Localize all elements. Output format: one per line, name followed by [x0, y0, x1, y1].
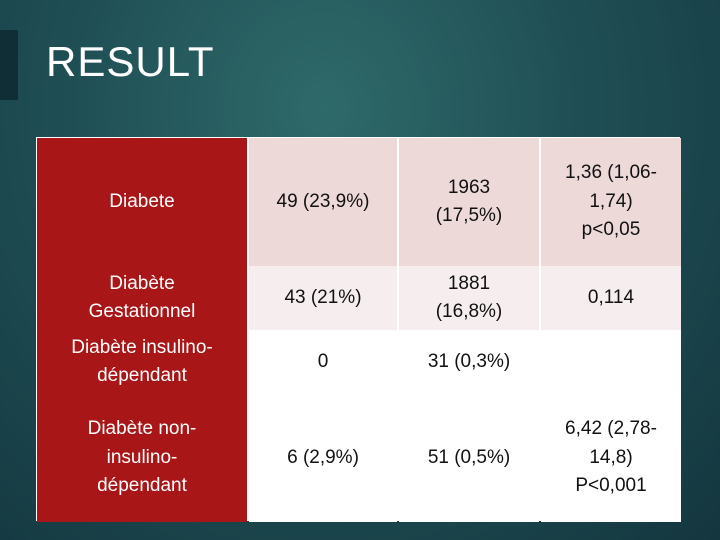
cell-insulinodependant-col4 — [541, 330, 681, 394]
cell-non-insulinodependant-col3: 51 (0,5%) — [399, 394, 539, 522]
cell-diabete-col4: 1,36 (1,06- 1,74) p<0,05 — [541, 138, 681, 266]
cell-text: 1,36 (1,06- 1,74) p<0,05 — [565, 162, 657, 241]
cell-gestationnel-col4: 0,114 — [541, 266, 681, 330]
cell-diabete-col2: 49 (23,9%) — [249, 138, 397, 266]
cell-diabete-col3: 1963 (17,5%) — [399, 138, 539, 266]
cell-insulinodependant-col3: 31 (0,3%) — [399, 330, 539, 394]
row-label-text: Diabète Gestationnel — [88, 272, 196, 323]
cell-text: 1881 (16,8%) — [435, 272, 503, 323]
cell-text: 0 — [317, 350, 329, 372]
cell-non-insulinodependant-col4: 6,42 (2,78- 14,8) P<0,001 — [541, 394, 681, 522]
cell-text: 43 (21%) — [284, 286, 362, 308]
row-label-text: Diabète non- insulino- dépendant — [87, 418, 197, 497]
title-accent-bar — [0, 30, 18, 100]
cell-gestationnel-col2: 43 (21%) — [249, 266, 397, 330]
cell-text: 31 (0,3%) — [427, 350, 511, 372]
page-title: RESULT — [46, 38, 215, 85]
cell-text: 0,114 — [587, 286, 635, 308]
cell-text: 6 (2,9%) — [287, 446, 359, 468]
row-label-text: Diabète insulino- dépendant — [71, 336, 213, 387]
row-label-diabete: Diabete — [37, 138, 247, 266]
results-table-body: Diabete Diabète Gestationnel Diabète ins… — [37, 138, 681, 522]
cell-gestationnel-col3: 1881 (16,8%) — [399, 266, 539, 330]
cell-non-insulinodependant-col2: 6 (2,9%) — [249, 394, 397, 522]
row-label-gestationnel: Diabète Gestationnel — [37, 266, 247, 330]
row-label-text: Diabete — [109, 190, 175, 212]
row-label-insulinodependant: Diabète insulino- dépendant — [37, 330, 247, 394]
cell-text: 51 (0,5%) — [427, 446, 511, 468]
cell-insulinodependant-col2: 0 — [249, 330, 397, 394]
results-table: Diabete Diabète Gestationnel Diabète ins… — [36, 137, 681, 522]
row-label-non-insulinodependant: Diabète non- insulino- dépendant — [37, 394, 247, 522]
cell-text: 49 (23,9%) — [276, 190, 370, 212]
cell-text: 6,42 (2,78- 14,8) P<0,001 — [565, 418, 657, 497]
cell-text: 1963 (17,5%) — [435, 176, 503, 227]
